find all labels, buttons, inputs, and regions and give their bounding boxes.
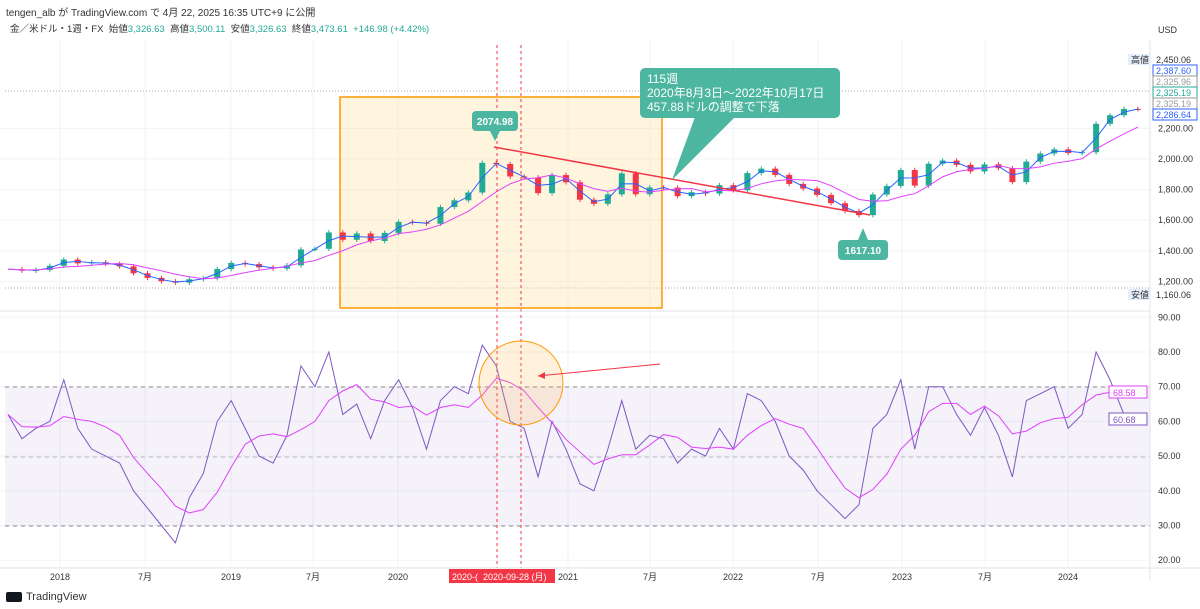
- baseline-line: [7, 126, 1139, 280]
- trend-line[interactable]: [493, 146, 871, 216]
- price-badge-tag: [1128, 54, 1150, 65]
- footer-brand: TradingView: [6, 591, 87, 603]
- low-callout[interactable]: 1617.10: [838, 228, 888, 260]
- open-value: 3,326.63: [127, 24, 165, 35]
- time-tick: 7月: [978, 572, 992, 582]
- time-axis[interactable]: 2018 7月 2019 7月 2020 2021 7月 2022 7月 2023 7月 2024: [50, 572, 1078, 582]
- symbol-name[interactable]: 金／米ドル・1週・FX: [10, 24, 104, 35]
- high-label: 高値: [170, 24, 190, 35]
- published-info: tengen_alb が TradingView.com で 4月 22, 20…: [6, 8, 316, 19]
- price-badge-text: 2,387.60: [1156, 66, 1191, 76]
- price-tick: 1,400.00: [1158, 246, 1193, 256]
- time-tick: 7月: [306, 572, 320, 582]
- price-badge-text: 2,286.64: [1156, 110, 1191, 120]
- price-tick: 1,800.00: [1158, 185, 1193, 195]
- rsi-tick: 40.00: [1158, 486, 1181, 496]
- rsi-tick: 80.00: [1158, 347, 1181, 357]
- callout-line-2: 2020年8月3日～2022年10月17日: [647, 86, 824, 100]
- high-value: 3,500.11: [189, 24, 226, 35]
- rsi-tick: 30.00: [1158, 521, 1181, 531]
- callout-line-1: 115週: [647, 72, 678, 86]
- price-badge-tag-text: 高値: [1131, 54, 1149, 65]
- price-badge-text: 1,160.06: [1156, 290, 1191, 300]
- rsi-badge-text: 60.68: [1113, 415, 1136, 425]
- price-badge: [1152, 108, 1198, 121]
- tradingview-logo-icon: [6, 592, 22, 602]
- time-tick: 7月: [643, 572, 657, 582]
- crosshair-date-label: 2020-( 2020-09-28 (月): [449, 569, 555, 583]
- open-label: 始値: [108, 24, 128, 35]
- time-tick: 2020: [388, 572, 408, 582]
- high-callout[interactable]: 2074.98: [472, 111, 518, 141]
- change-value: +146.98 (+4.42%): [353, 24, 430, 35]
- rsi-line: [7, 343, 1139, 544]
- footer-text: TradingView: [26, 591, 87, 603]
- symbol-legend: 金／米ドル・1週・FX 始値3,326.63 高値3,500.11 安値3,32…: [10, 21, 429, 35]
- price-badge-text: 2,325.19: [1156, 88, 1191, 98]
- rsi-tick: 70.00: [1158, 382, 1181, 392]
- rsi-tick: 20.00: [1158, 555, 1181, 565]
- rsi-badge: [1108, 412, 1148, 426]
- price-badge-tag-text: 安値: [1131, 289, 1149, 300]
- price-badges: 2,450.06高値2,387.602,325.962,325.192,325.…: [1108, 53, 1198, 426]
- price-tick: 1,200.00: [1158, 276, 1193, 286]
- rsi-badge-text: 68.58: [1113, 388, 1136, 398]
- time-tick: 2021: [558, 572, 578, 582]
- price-axis[interactable]: 2,000.00 1,800.00 1,600.00 1,400.00 1,200.00…: [1158, 123, 1193, 286]
- price-badge-text: 2,325.19: [1156, 99, 1191, 109]
- price-tick: 1,600.00: [1158, 215, 1193, 225]
- time-tick: 2022: [723, 572, 743, 582]
- price-badge-text: 2,325.96: [1156, 77, 1191, 87]
- rsi-ma-line: [7, 377, 1139, 514]
- rsi-tick: 90.00: [1158, 312, 1181, 322]
- high-price-label: 2074.98: [477, 117, 514, 128]
- time-tick: 2023: [892, 572, 912, 582]
- low-price-label: 1617.10: [845, 246, 882, 257]
- crosshair-date-2: 2020-09-28 (月): [483, 572, 547, 582]
- callout-line-3: 457.88ドルの調整で下落: [647, 99, 780, 114]
- time-tick: 2024: [1058, 572, 1078, 582]
- price-badge: [1152, 288, 1198, 301]
- text-callout[interactable]: 115週 2020年8月3日～2022年10月17日 457.88ドルの調整で下…: [640, 68, 840, 180]
- low-value: 3,326.63: [249, 24, 287, 35]
- crosshair-date-1: 2020-(: [452, 572, 478, 582]
- price-tick: 2,000.00: [1158, 154, 1193, 164]
- close-label: 終値: [291, 24, 311, 35]
- close-value: 3,473.61: [310, 24, 348, 35]
- price-badge-tag: [1128, 289, 1150, 300]
- rsi-tick: 60.00: [1158, 416, 1181, 426]
- arrow[interactable]: [537, 363, 661, 377]
- time-tick: 7月: [811, 572, 825, 582]
- time-tick: 2019: [221, 572, 241, 582]
- time-tick: 2018: [50, 572, 70, 582]
- price-badge-text: 2,450.06: [1156, 55, 1191, 65]
- rsi-tick: 50.00: [1158, 451, 1181, 461]
- currency-label[interactable]: USD: [1158, 25, 1178, 35]
- price-tick: 2,200.00: [1158, 123, 1193, 133]
- arrow-head-icon: [538, 372, 545, 379]
- highlight-circle[interactable]: [478, 340, 564, 426]
- rsi-axis[interactable]: 90.00 80.00 70.00 60.00 50.00 40.00 30.00 20.00: [1158, 312, 1181, 565]
- low-label: 安値: [230, 24, 250, 35]
- time-tick: 7月: [138, 572, 152, 582]
- moving-average-line: [7, 108, 1139, 283]
- rsi-badge: [1108, 385, 1148, 399]
